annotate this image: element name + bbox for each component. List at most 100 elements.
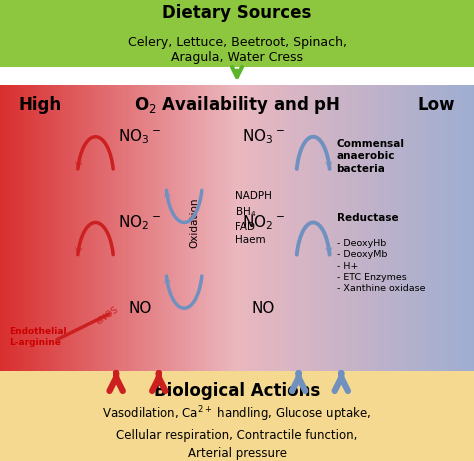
Bar [243,85,245,371]
Bar [100,85,101,371]
Bar [270,85,272,371]
Text: NO$_2$$^-$: NO$_2$$^-$ [118,213,161,232]
Bar [313,85,314,371]
Bar [409,85,411,371]
Bar [109,85,110,371]
Bar [387,85,389,371]
Bar [257,85,259,371]
Bar [3,85,5,371]
Bar [232,85,234,371]
Bar [188,85,190,371]
Text: Reductase: Reductase [337,213,398,223]
Text: eNOS: eNOS [95,305,120,327]
Bar [182,85,183,371]
Bar [468,85,469,371]
Bar [330,85,332,371]
Bar [104,85,106,371]
Bar [167,85,169,371]
Bar [33,85,35,371]
Bar [14,85,16,371]
Bar [400,85,401,371]
Bar [332,85,333,371]
Bar [24,85,25,371]
Bar [360,85,362,371]
Bar [461,85,463,371]
Bar [191,85,193,371]
Bar [141,85,142,371]
Bar [444,85,446,371]
Bar [210,85,212,371]
Bar [262,85,264,371]
Bar [311,85,313,371]
Bar [70,85,71,371]
Bar [229,85,231,371]
Text: NO: NO [251,301,275,316]
Bar [368,85,370,371]
Bar [18,85,19,371]
Bar [308,85,310,371]
Bar [127,85,128,371]
Bar [408,85,409,371]
Bar [442,85,444,371]
Bar [385,85,387,371]
Bar [103,85,104,371]
Bar [438,85,439,371]
Bar [218,85,219,371]
Bar [27,85,28,371]
Bar [180,85,182,371]
Bar [280,85,281,371]
Bar [397,85,398,371]
Bar [349,85,351,371]
Bar [261,85,262,371]
Bar [5,85,6,371]
Bar [335,85,337,371]
Bar [347,85,349,371]
Bar [90,85,91,371]
Bar [85,85,87,371]
Bar [351,85,352,371]
Bar [106,85,108,371]
Bar [65,85,66,371]
Bar [193,85,194,371]
Bar [288,85,289,371]
Text: NADPH
BH$_4$
FAD
Haem: NADPH BH$_4$ FAD Haem [235,191,272,245]
Bar [156,85,158,371]
Bar [240,85,242,371]
Bar [389,85,390,371]
Bar [450,85,452,371]
Bar [55,85,57,371]
Bar [6,85,8,371]
Bar [1,85,3,371]
Bar [425,85,427,371]
Bar [299,85,300,371]
Bar [291,85,292,371]
Bar [356,85,357,371]
Bar [146,85,147,371]
Bar [265,85,267,371]
Bar [328,85,330,371]
Bar [212,85,213,371]
Bar [93,85,95,371]
Bar [340,85,341,371]
Bar [0,0,474,67]
Bar [41,85,43,371]
Bar [39,85,41,371]
Bar [281,85,283,371]
Text: NO$_3$$^-$: NO$_3$$^-$ [242,127,284,146]
Bar [186,85,188,371]
Text: - DeoxyHb
- DeoxyMb
- H+
- ETC Enzymes
- Xanthine oxidase: - DeoxyHb - DeoxyMb - H+ - ETC Enzymes -… [337,239,425,293]
Bar [0,67,474,85]
Bar [160,85,161,371]
Bar [428,85,430,371]
Bar [199,85,201,371]
Bar [114,85,115,371]
Bar [341,85,343,371]
Bar [300,85,302,371]
Bar [357,85,359,371]
Bar [142,85,144,371]
Bar [318,85,319,371]
Bar [25,85,27,371]
Bar [441,85,442,371]
Bar [155,85,156,371]
Bar [131,85,133,371]
